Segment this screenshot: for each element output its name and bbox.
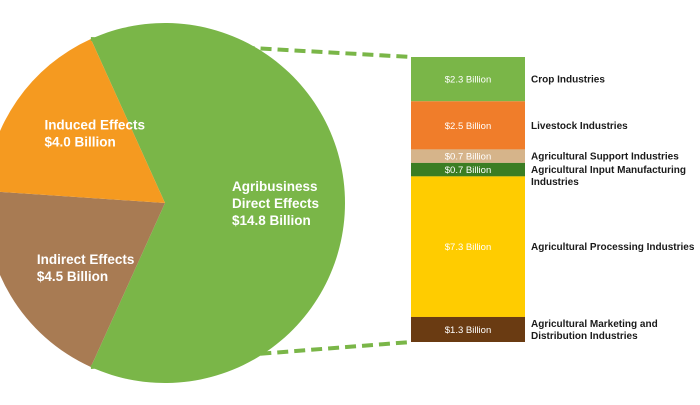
bar-value-crop-industries: $2.3 Billion	[445, 75, 491, 86]
bar-value-agricultural-input-manufacturing-industries: $0.7 Billion	[445, 165, 491, 176]
bar-value-livestock-industries: $2.5 Billion	[445, 121, 491, 132]
bar-segment-crop-industries	[411, 57, 525, 102]
bar-segment-agricultural-marketing-and-distribution-industries	[411, 316, 525, 342]
pie-chart: Agribusiness Direct Effects $14.8 Billion I…	[0, 23, 345, 384]
bar-category-agricultural-marketing-and-distribution-industries: Agricultural Marketing and Distribution I…	[531, 319, 658, 342]
bar-category-crop-industries: Crop Industries	[531, 75, 605, 86]
pie-label-induced-effects: Induced Effects $4.0 Billion	[44, 118, 145, 150]
pie-slice-agribusiness-direct-effects	[90, 23, 345, 384]
bar-segment-livestock-industries	[411, 101, 525, 150]
stacked-bar: $2.3 Billion $2.5 Billion $0.7 Billion $0.7…	[411, 57, 525, 342]
bar-category-agricultural-processing-industries: Agricultural Processing Industries	[531, 242, 695, 253]
bar-category-agricultural-support-industries: Agricultural Support Industries	[531, 152, 679, 163]
bar-value-agricultural-processing-industries: $7.3 Billion	[445, 242, 491, 253]
bar-category-labels: Crop Industries Livestock Industries Agric…	[531, 75, 695, 342]
pie-slice-indirect-effects	[0, 191, 165, 368]
bar-segment-agricultural-input-manufacturing-industries	[411, 162, 525, 177]
bar-category-livestock-industries: Livestock Industries	[531, 121, 628, 132]
connector-lines	[90, 36, 412, 370]
bar-category-agricultural-input-manufacturing-industries: Agricultural Input Manufacturing Industri…	[531, 165, 686, 188]
connector-bottom	[90, 340, 412, 370]
bar-segment-agricultural-support-industries	[411, 149, 525, 163]
bar-value-agricultural-marketing-and-distribution-industries: $1.3 Billion	[445, 325, 491, 336]
connector-top	[90, 36, 412, 59]
pie-label-agribusiness-direct-effects: Agribusiness Direct Effects $14.8 Billion	[232, 179, 319, 228]
bar-segment-agricultural-processing-industries	[411, 176, 525, 317]
bar-value-agricultural-support-industries: $0.7 Billion	[445, 152, 491, 163]
pie-label-indirect-effects: Indirect Effects $4.5 Billion	[37, 252, 135, 284]
pie-slice-induced-effects	[0, 38, 165, 203]
